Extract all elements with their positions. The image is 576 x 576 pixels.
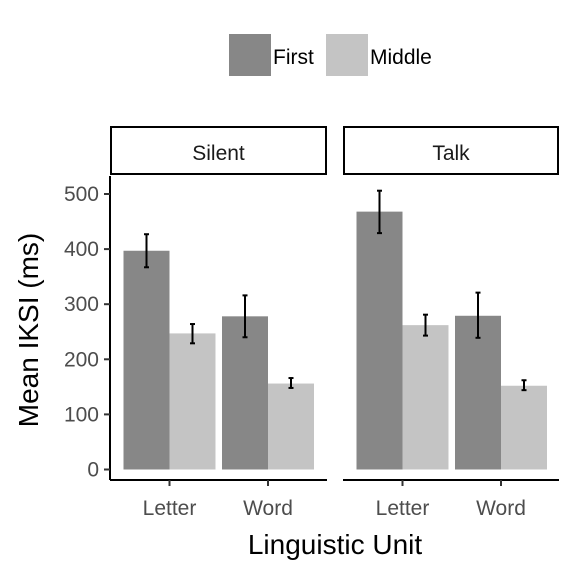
facet-panel-talk: Talk Letter Word (343, 126, 559, 520)
x-tick-label: Word (243, 497, 293, 520)
facet-panels: Silent Letter Word Talk Letter Word (110, 126, 559, 520)
y-tick-label: 100 (64, 403, 99, 426)
legend-label: First (273, 46, 314, 69)
bar-middle-letter (169, 333, 216, 470)
y-axis-title: Mean IKSI (ms) (13, 233, 44, 427)
facet-strip (343, 126, 559, 175)
y-tick-label: 500 (64, 183, 99, 206)
x-tick-label: Word (476, 497, 526, 520)
x-tick-label: Letter (143, 497, 197, 520)
y-tick-label: 300 (64, 293, 99, 316)
bar-middle-letter (402, 325, 449, 470)
facet-panel-silent: Silent Letter Word (110, 126, 327, 520)
bar-first-word (455, 315, 501, 470)
facet-strip-label: Talk (432, 142, 470, 165)
bar-middle-word (268, 383, 314, 470)
facet-strip (110, 126, 327, 175)
y-axis: 0 100 200 300 400 500 (64, 176, 111, 482)
legend-swatch (326, 34, 368, 76)
y-tick-label: 200 (64, 348, 99, 371)
legend-label: Middle (370, 46, 432, 69)
legend: First Middle (229, 34, 432, 76)
y-tick-label: 0 (87, 459, 99, 482)
x-axis-title: Linguistic Unit (248, 529, 423, 560)
bar-middle-word (501, 385, 547, 470)
bar-first-letter (123, 250, 170, 470)
legend-swatch (229, 34, 271, 76)
facet-strip-label: Silent (192, 142, 245, 165)
y-tick-label: 400 (64, 238, 99, 261)
bar-first-letter (356, 211, 403, 470)
x-tick-label: Letter (376, 497, 430, 520)
bar-first-word (222, 316, 268, 470)
